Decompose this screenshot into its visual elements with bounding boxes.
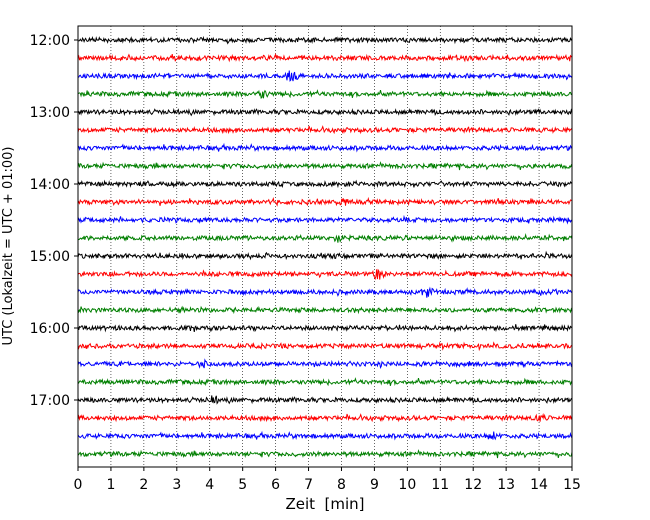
- x-tick-label: 12: [464, 477, 482, 493]
- y-tick-label: 16:00: [30, 321, 70, 337]
- x-tick-label: 2: [139, 477, 148, 493]
- y-tick-label: 14:00: [30, 177, 70, 193]
- trace-1545: [77, 305, 573, 315]
- x-tick-label: 4: [205, 477, 214, 493]
- x-tick-label: 10: [398, 477, 416, 493]
- y-tick-label: 17:00: [30, 393, 70, 409]
- x-axis-ticks: 0 1 2 3 4 5 6 7 8 9 10 11 12 13 14 15: [74, 467, 581, 493]
- x-tick-label: 6: [271, 477, 280, 493]
- trace-1615: [77, 341, 573, 352]
- trace-1630: [77, 358, 573, 370]
- x-tick-label: 13: [497, 477, 515, 493]
- trace-1230: [77, 70, 573, 82]
- trace-1445: [77, 233, 573, 243]
- trace-1700: [77, 395, 573, 405]
- plot-frame: [77, 25, 573, 468]
- trace-1745: [77, 449, 573, 459]
- trace-1300: [77, 107, 573, 117]
- y-tick-label: 12:00: [30, 33, 70, 49]
- trace-1330: [77, 142, 573, 153]
- trace-1530: [77, 286, 573, 298]
- x-tick-label: 7: [304, 477, 313, 493]
- trace-1715: [77, 412, 573, 423]
- trace-1430: [77, 214, 573, 225]
- trace-1500: [77, 250, 573, 261]
- x-axis-label: Zeit [min]: [285, 495, 364, 513]
- trace-1600: [77, 324, 573, 333]
- trace-1215: [77, 53, 573, 63]
- trace-1515: [77, 268, 573, 281]
- x-tick-label: 3: [172, 477, 181, 493]
- y-axis-label: UTC (Lokalzeit = UTC + 01:00): [1, 147, 16, 346]
- trace-1400: [77, 179, 573, 189]
- x-tick-label: 11: [431, 477, 449, 493]
- x-tick-label: 15: [563, 477, 581, 493]
- trace-1730: [77, 430, 573, 441]
- seismogram-traces: [77, 35, 573, 459]
- x-tick-label: 14: [530, 477, 548, 493]
- y-tick-label: 15:00: [30, 249, 70, 265]
- y-tick-label: 13:00: [30, 105, 70, 121]
- y-axis-ticks: 12:00 13:00 14:00 15:00 16:00 17:00: [30, 33, 78, 409]
- x-tick-label: 1: [106, 477, 115, 493]
- x-tick-label: 0: [74, 477, 83, 493]
- x-tick-label: 9: [370, 477, 379, 493]
- trace-1245: [77, 89, 573, 100]
- trace-1645: [77, 377, 573, 387]
- x-tick-label: 5: [238, 477, 247, 493]
- x-tick-label: 8: [337, 477, 346, 493]
- trace-1345: [77, 161, 573, 171]
- trace-1415: [77, 196, 573, 207]
- trace-1315: [77, 125, 573, 135]
- trace-1200: [77, 35, 573, 45]
